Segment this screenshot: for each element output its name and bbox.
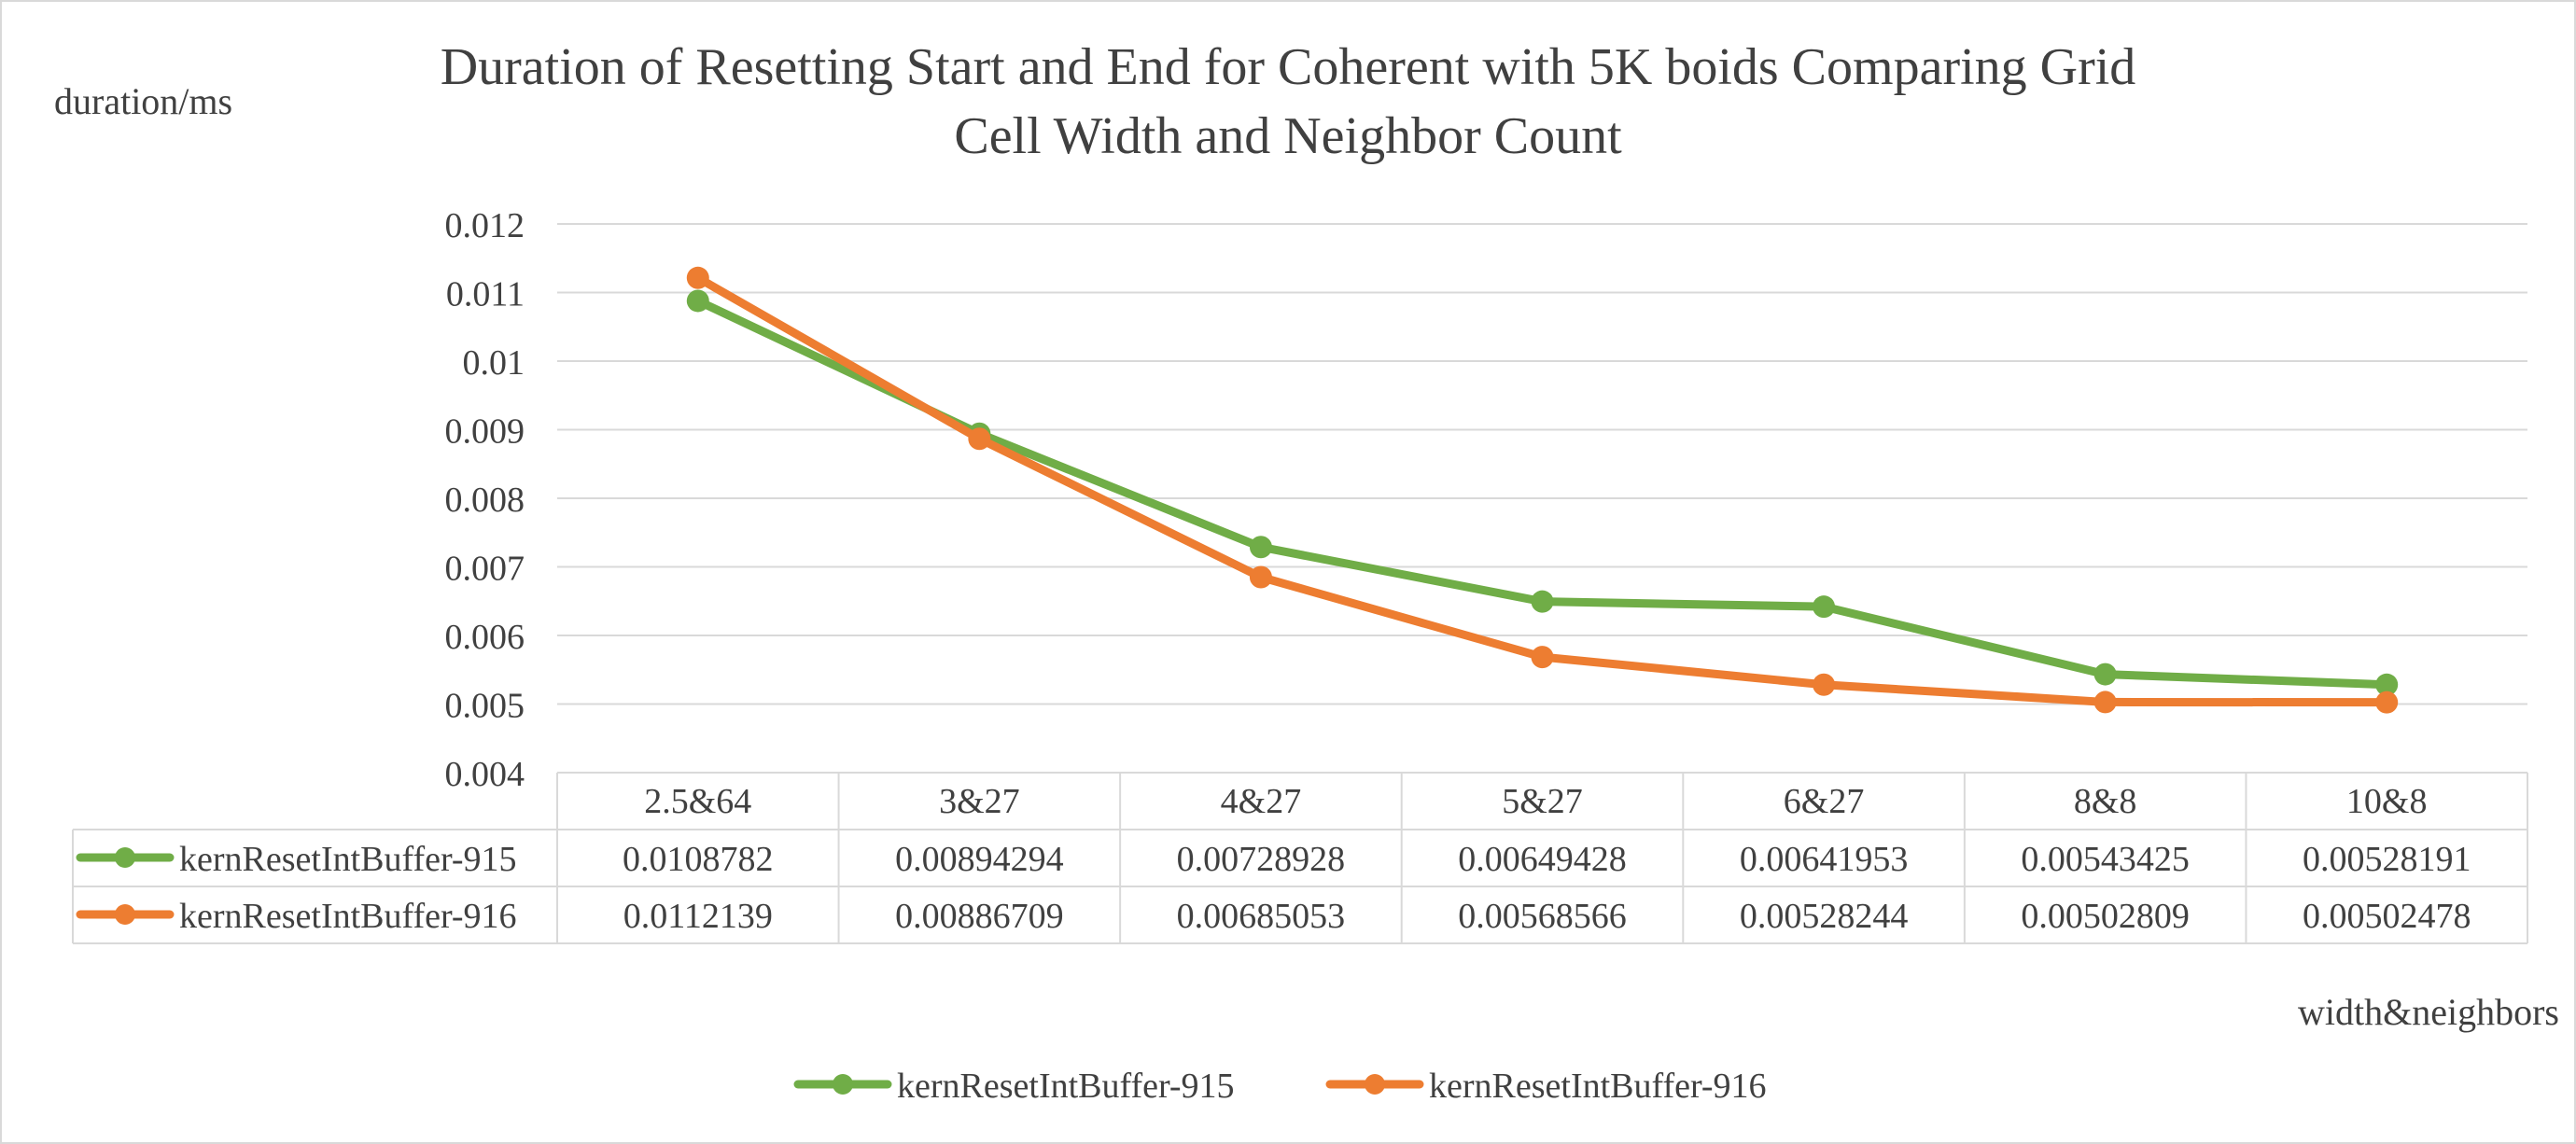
table-cell-value: 0.0108782 — [623, 840, 774, 879]
y-tick-label: 0.011 — [446, 275, 525, 314]
table-series-name: kernResetIntBuffer-915 — [179, 840, 517, 879]
y-tick-label: 0.008 — [445, 481, 525, 520]
table-series-name: kernResetIntBuffer-916 — [179, 897, 517, 936]
table-cell-value: 0.00886709 — [895, 897, 1064, 936]
data-point — [1249, 565, 1272, 589]
table-cell-value: 0.00502478 — [2303, 897, 2471, 936]
data-point — [2093, 691, 2117, 714]
y-tick-label: 0.007 — [445, 550, 525, 589]
y-tick-label: 0.01 — [463, 343, 525, 383]
y-tick-labels: 0.004 0.005 0.006 0.007 0.008 0.009 0.01 0.011 0… — [445, 206, 525, 794]
table-cell-value: 0.0112139 — [623, 897, 773, 936]
data-point — [686, 289, 709, 313]
table-cell-value: 0.00685053 — [1177, 897, 1346, 936]
data-point — [1531, 590, 1554, 613]
data-point — [2093, 663, 2117, 686]
x-axis-label: width&neighbors — [2298, 991, 2559, 1033]
data-point — [686, 266, 709, 289]
table-cell-value: 0.00894294 — [895, 840, 1064, 879]
legend-key-marker — [1365, 1074, 1385, 1095]
data-point — [2375, 691, 2399, 714]
chart-title-line-2: Cell Width and Neighbor Count — [954, 107, 1622, 165]
data-point — [2375, 673, 2399, 696]
table-cell-value: 0.00649428 — [1458, 840, 1627, 879]
data-point — [1531, 646, 1554, 669]
legend-entry: kernResetIntBuffer-915 — [897, 1067, 1235, 1106]
table-cell-value: 0.00528244 — [1740, 897, 1909, 936]
table-cell-value: 0.00728928 — [1177, 840, 1346, 879]
x-tick-label: 10&8 — [2346, 782, 2428, 821]
x-tick-label: 3&27 — [939, 782, 1020, 821]
x-tick-label: 4&27 — [1221, 782, 1302, 821]
table-cell-value: 0.00528191 — [2303, 840, 2471, 879]
table-cell-value: 0.00641953 — [1740, 840, 1909, 879]
legend-entry: kernResetIntBuffer-916 — [1429, 1067, 1767, 1106]
x-tick-label: 6&27 — [1784, 782, 1865, 821]
y-tick-label: 0.012 — [445, 206, 525, 245]
y-axis-label: duration/ms — [54, 80, 232, 122]
data-table: 2.5&64 3&27 4&27 5&27 6&27 8&8 10&8 kernResetIn… — [72, 772, 2528, 944]
y-tick-label: 0.005 — [445, 687, 525, 726]
table-cell-value: 0.00543425 — [2021, 840, 2190, 879]
y-tick-label: 0.009 — [445, 412, 525, 452]
legend: kernResetIntBuffer-915 kernResetIntBuffer… — [793, 1067, 1767, 1106]
data-point — [1249, 536, 1272, 559]
table-series-key-marker — [115, 904, 135, 925]
data-point — [968, 427, 991, 451]
table-cell-value: 0.00502809 — [2021, 897, 2190, 936]
series-lines — [686, 266, 2399, 714]
y-tick-label: 0.006 — [445, 618, 525, 657]
data-point — [1813, 595, 1836, 619]
table-cell-value: 0.00568566 — [1458, 897, 1627, 936]
x-tick-label: 2.5&64 — [644, 782, 751, 821]
gridlines — [557, 223, 2527, 705]
x-tick-label: 5&27 — [1502, 782, 1583, 821]
data-point — [1813, 673, 1836, 696]
table-series-key-marker — [115, 847, 135, 868]
legend-key-marker — [833, 1074, 853, 1095]
chart-title-line-1: Duration of Resetting Start and End for … — [441, 38, 2136, 96]
x-tick-label: 8&8 — [2074, 782, 2137, 821]
y-tick-label: 0.004 — [445, 755, 525, 794]
